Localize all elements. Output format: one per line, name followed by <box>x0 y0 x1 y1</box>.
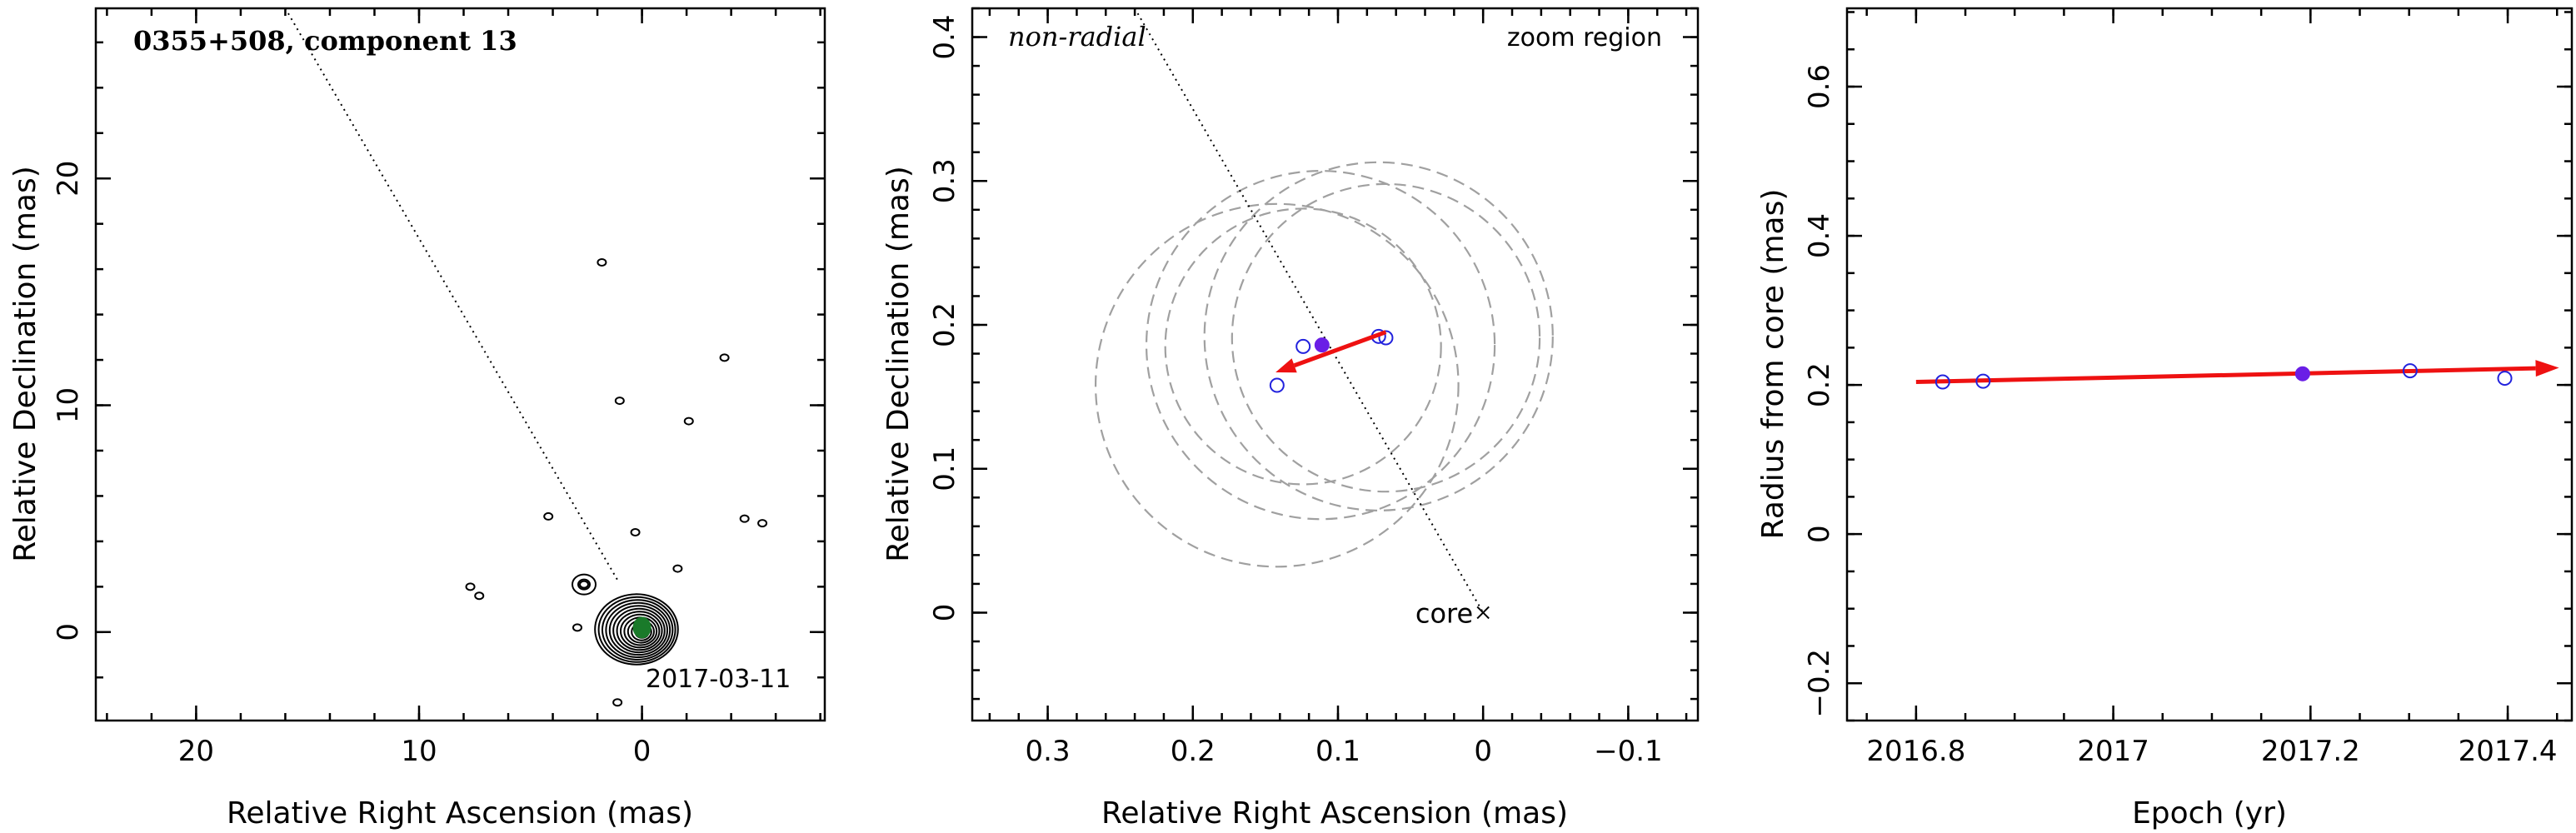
panel2-zoom-region-label: zoom region <box>1507 23 1662 52</box>
panel3-y-tick-label: 0.2 <box>1803 362 1836 407</box>
panel3-fit-arrowhead <box>2535 360 2559 377</box>
panel1-y-axis-label: Relative Declination (mas) <box>8 166 42 562</box>
panel1-noise-contour <box>572 623 582 632</box>
panel2-y-axis-label: Relative Declination (mas) <box>881 166 916 562</box>
panel1-plot-area <box>284 7 768 707</box>
panel2-y-tick-label: 0 <box>928 604 961 622</box>
panel2-x-tick-label: −0.1 <box>1594 735 1663 768</box>
panel1-x-tick-label: 10 <box>401 735 437 768</box>
panel3-y-tick-label: 0.6 <box>1803 64 1836 109</box>
panel1-title: 0355+508, component 13 <box>133 25 517 57</box>
panel3-y-tick-label: 0 <box>1803 525 1836 543</box>
panel3-x-tick-label: 2017.4 <box>2459 735 2558 768</box>
panel1-x-tick-label: 0 <box>633 735 651 768</box>
panel1-noise-contour <box>474 591 485 601</box>
panel2-beam-circle <box>1231 182 1541 493</box>
panel2-ticks: 0.3 0.2 0.1 0 −0.1 0 0.1 0.2 0.3 0.4 <box>928 7 1698 768</box>
panel1-noise-contour <box>683 416 694 426</box>
panel1-frame <box>94 7 826 722</box>
panel1-date-label: 2017-03-11 <box>646 665 791 694</box>
panel2-y-tick-label: 0.4 <box>928 15 961 60</box>
panel3-frame <box>1845 7 2574 722</box>
panel3-epoch-point <box>2402 363 2418 379</box>
panel1-core-contour <box>594 593 679 666</box>
panel2-core-label: core <box>1415 597 1473 629</box>
panel1-noise-contour <box>597 257 607 267</box>
panel2-velocity-arrow <box>1293 330 1387 368</box>
panel2-y-tick-label: 0.1 <box>928 446 961 491</box>
panel1-noise-contour <box>719 353 730 362</box>
panel2-beam-circle <box>1145 170 1496 521</box>
panel3-x-tick-label: 2017 <box>2077 735 2149 768</box>
panel1-noise-contour <box>739 514 750 523</box>
panel1-core-contour <box>601 599 674 661</box>
panel1-noise-contour <box>465 582 476 591</box>
panel2-x-tick-label: 0 <box>1474 735 1492 768</box>
panel3-reference-point <box>2294 366 2310 382</box>
panel3-plot-area <box>1915 360 2559 390</box>
panel1-noise-contour <box>543 511 554 521</box>
panel2-x-tick-label: 0.1 <box>1315 735 1360 768</box>
panel2-direction-line <box>1134 7 1485 613</box>
panel3-y-tick-label: 0.4 <box>1803 213 1836 258</box>
panel3-epoch-point <box>2497 371 2513 387</box>
panel2-core-marker <box>1476 606 1490 620</box>
panel1-noise-contour <box>579 580 590 589</box>
panel2-y-tick-label: 0.3 <box>928 158 961 203</box>
panel3-epoch-point <box>1975 373 1991 389</box>
panel3-x-tick-label: 2017.2 <box>2261 735 2360 768</box>
panel1-core-contour <box>597 596 676 663</box>
panel2-x-tick-label: 0.2 <box>1171 735 1216 768</box>
panel2-x-tick-label: 0.3 <box>1026 735 1071 768</box>
panel1-noise-contour <box>612 698 623 707</box>
panel1-core-contour <box>616 611 663 651</box>
panel2-x-axis-label: Relative Right Ascension (mas) <box>1101 796 1568 831</box>
panel3-epoch-point <box>1934 374 1950 390</box>
panel2-frame <box>971 7 1700 722</box>
panel3-x-tick-label: 2016.8 <box>1866 735 1965 768</box>
panel2-y-tick-label: 0.2 <box>928 302 961 347</box>
panel1-direction-line <box>284 7 619 581</box>
panel1-core-contour <box>605 601 671 659</box>
panel1-noise-contour <box>630 527 641 536</box>
panel2-epoch-point <box>1378 330 1394 346</box>
panel1-noise-contour <box>614 397 625 406</box>
panel2-epoch-point <box>1295 338 1311 354</box>
panel2-beam-circle <box>1094 202 1460 568</box>
panel3-fit-line <box>1915 366 2536 385</box>
panel1-core-contour <box>608 605 668 656</box>
panel1-noise-contour <box>757 519 768 528</box>
panel3-y-tick-label: −0.2 <box>1803 649 1836 718</box>
contour-map-panel: 0355+508, component 13 2017-03-11 Relati… <box>8 7 826 831</box>
panel1-core-contour <box>612 607 666 654</box>
panel2-epoch-point <box>1269 377 1285 393</box>
panel1-knot-contour <box>572 573 597 596</box>
panel1-y-tick-label: 20 <box>52 161 85 197</box>
panel2-reference-point <box>1314 337 1330 353</box>
panel3-y-axis-label: Radius from core (mas) <box>1756 189 1790 540</box>
panel3-x-axis-label: Epoch (yr) <box>2132 796 2287 831</box>
panel1-x-tick-label: 20 <box>178 735 214 768</box>
panel1-noise-contour <box>672 564 683 573</box>
panel2-beam-circle <box>1164 207 1442 486</box>
panel2-plot-area: core <box>1094 7 1554 629</box>
panel1-knot-contour <box>577 578 592 591</box>
panel2-velocity-arrowhead <box>1276 358 1297 373</box>
panel1-ticks: 20 10 0 0 10 20 <box>52 8 825 768</box>
panel1-core-contour <box>619 613 661 649</box>
radius-vs-epoch-panel: Epoch (yr) Radius from core (mas) 2016.8… <box>1756 7 2574 831</box>
panel1-y-tick-label: 0 <box>52 623 85 641</box>
panel1-component-marker <box>632 616 651 639</box>
panel2-annotation-non-radial: non-radial <box>1008 21 1146 52</box>
panel1-y-tick-label: 10 <box>52 387 85 423</box>
panel1-x-axis-label: Relative Right Ascension (mas) <box>227 796 693 831</box>
zoom-region-panel: non-radial zoom region Relative Right As… <box>881 7 1700 831</box>
panel3-ticks: 2016.8 2017 2017.2 2017.4 −0.2 0 0.2 0.4 0.6 <box>1803 8 2572 768</box>
panel2-beam-circle <box>1203 161 1554 511</box>
